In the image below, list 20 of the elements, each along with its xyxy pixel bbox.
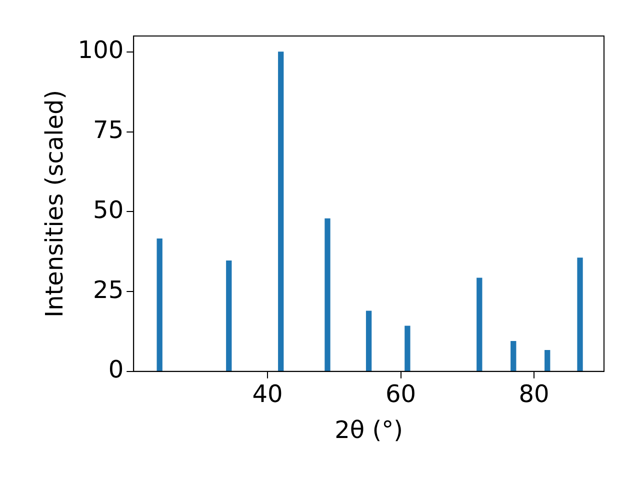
bar [324, 218, 330, 372]
bar [278, 52, 284, 372]
y-tick-label: 75 [93, 116, 124, 144]
bar [366, 310, 372, 372]
y-tick-label: 25 [93, 276, 124, 304]
bar [510, 341, 516, 372]
bar [226, 260, 232, 372]
bar [404, 326, 410, 372]
x-tick-label: 80 [518, 380, 550, 408]
bar [544, 350, 550, 372]
y-tick-label: 0 [108, 356, 124, 384]
y-axis-title: Intensities (scaled) [40, 90, 69, 318]
x-axis-title: 2θ (°) [334, 416, 403, 444]
bar [156, 238, 162, 372]
bar [476, 278, 482, 372]
x-tick-label: 60 [386, 380, 416, 408]
bar [577, 258, 583, 372]
y-tick-label: 50 [93, 196, 124, 224]
y-tick-label: 100 [78, 36, 124, 64]
x-tick-label: 40 [252, 380, 283, 408]
